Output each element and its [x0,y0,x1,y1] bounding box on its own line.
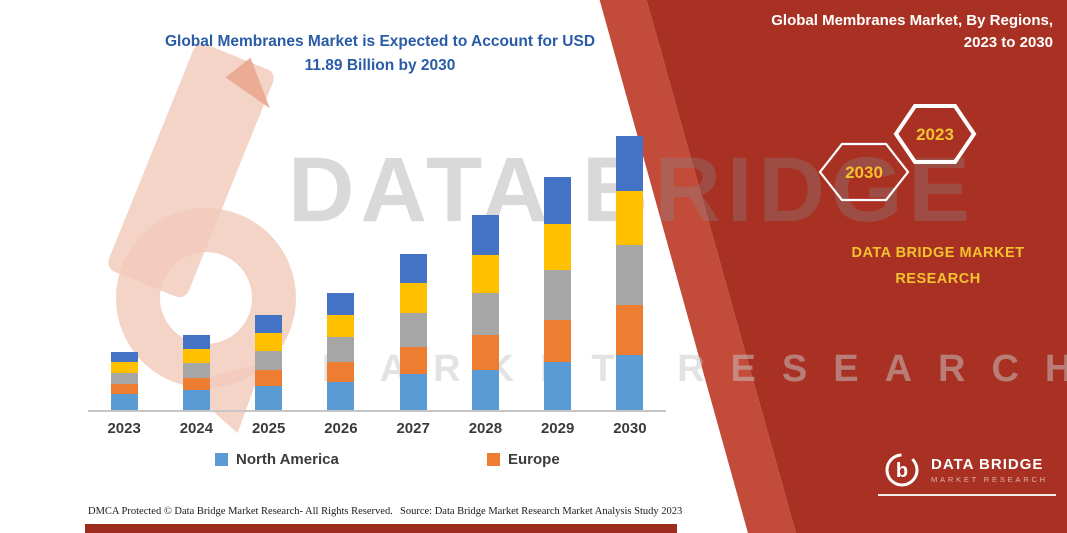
bar-stack-2023 [110,352,138,410]
bar-segment [399,254,427,284]
chart-title-line1: Global Membranes Market is Expected to A… [164,33,596,50]
bar-segment [327,315,355,338]
bar-column-2027 [377,134,449,410]
panel-title-line2: 2023 to 2030 [963,33,1053,51]
bar-segment [182,390,210,410]
x-axis-label: 2028 [468,420,503,437]
bar-segment [327,362,355,383]
bar-column-2024 [160,134,232,410]
brand-line2: RESEARCH [895,271,981,288]
x-axis-label: 2027 [396,420,430,437]
bar-segment [616,245,644,305]
legend-item-europe: Europe [487,451,560,468]
bar-segment [544,270,572,321]
bar-segment [327,382,355,410]
legend-label-europe: Europe [508,451,560,468]
legend-swatch-north-america [215,453,228,466]
bar-segment [616,191,644,246]
bar-segment [110,352,138,363]
x-axis-label: 2024 [179,420,214,437]
logo-name: DATA BRIDGE [931,456,1044,473]
brand-text: DATA BRIDGE MARKET RESEARCH [838,240,1038,292]
hexagon-2030 [818,142,910,202]
bar-segment [255,351,283,371]
databridge-logo-icon: b [885,453,919,487]
x-axis-label: 2029 [540,420,575,437]
svg-text:b: b [896,460,908,482]
bar-segment [399,283,427,314]
x-labels: 2023 2024 2025 2026 2027 2028 2029 2030 [88,420,666,437]
bar-segment [182,348,210,363]
hexagon-2030-year: 2030 [845,163,883,182]
bar-segment [327,293,355,316]
x-axis-label: 2025 [251,420,286,437]
bar-stack-2029 [544,177,572,410]
bar-segment [255,333,283,352]
bar-segment [399,347,427,375]
bars [88,134,666,410]
x-axis-label: 2030 [613,420,647,437]
chart-title-line2: 11.89 Billion by 2030 [304,57,456,75]
bar-column-2029 [522,134,594,410]
legend-item-north-america: North America [215,451,339,468]
panel-title-line1: Global Membranes Market, By Regions, [771,12,1053,29]
x-axis-line [88,410,666,412]
bar-segment [255,370,283,386]
bar-segment [616,354,644,410]
logo-tagline: MARKET RESEARCH [931,475,1048,484]
brand-line1: DATA BRIDGE MARKET [851,245,1025,261]
bar-segment [471,370,499,410]
bar-segment [255,386,283,410]
chart-title: Global Membranes Market is Expected to A… [105,30,655,78]
footer-source-text: Source: Data Bridge Market Research Mark… [400,506,683,517]
bar-stack-2025 [255,315,283,410]
bar-column-2025 [233,134,305,410]
watermark-market-research: MARKET RESEARCH [322,348,1067,390]
footer-red-bar [85,524,677,533]
panel-title: Global Membranes Market, By Regions, 202… [703,10,1053,54]
bar-column-2023 [88,134,160,410]
bar-segment [544,224,572,271]
bar-segment [544,362,572,410]
bar-segment [110,384,138,395]
bar-column-2028 [449,134,521,410]
hexagon-2023-year: 2023 [916,125,954,144]
bar-column-2026 [305,134,377,410]
bar-segment [110,373,138,385]
bar-segment [110,394,138,410]
bar-segment [471,215,499,256]
bar-segment [182,334,210,349]
bar-segment [327,337,355,363]
bar-segment [182,378,210,390]
panel-divider-line [878,494,1056,496]
x-axis-label: 2023 [107,420,141,437]
bar-stack-2030 [616,136,644,410]
hexagon-2023 [893,104,977,164]
bar-segment [471,335,499,371]
bar-column-2030 [594,134,666,410]
bar-segment [110,362,138,374]
bar-segment [471,255,499,294]
legend-label-north-america: North America [236,451,339,468]
legend-swatch-europe [487,453,500,466]
bar-segment [544,177,572,225]
bar-segment [616,304,644,355]
year-hexagons: 2030 2023 [818,104,977,202]
bar-segment [255,315,283,334]
bar-stack-2028 [471,215,499,410]
bar-segment [471,293,499,336]
bar-segment [544,320,572,363]
bar-segment [399,313,427,348]
bar-segment [182,363,210,378]
bar-stack-2026 [327,293,355,410]
footer-dmca-text: DMCA Protected © Data Bridge Market Rese… [88,506,393,517]
bar-stack-2024 [182,334,210,410]
databridge-logo: b DATA BRIDGE MARKET RESEARCH [882,450,1048,490]
bar-segment [399,374,427,410]
x-axis-label: 2026 [324,420,358,437]
bar-stack-2027 [399,254,427,410]
bar-segment [616,136,644,192]
